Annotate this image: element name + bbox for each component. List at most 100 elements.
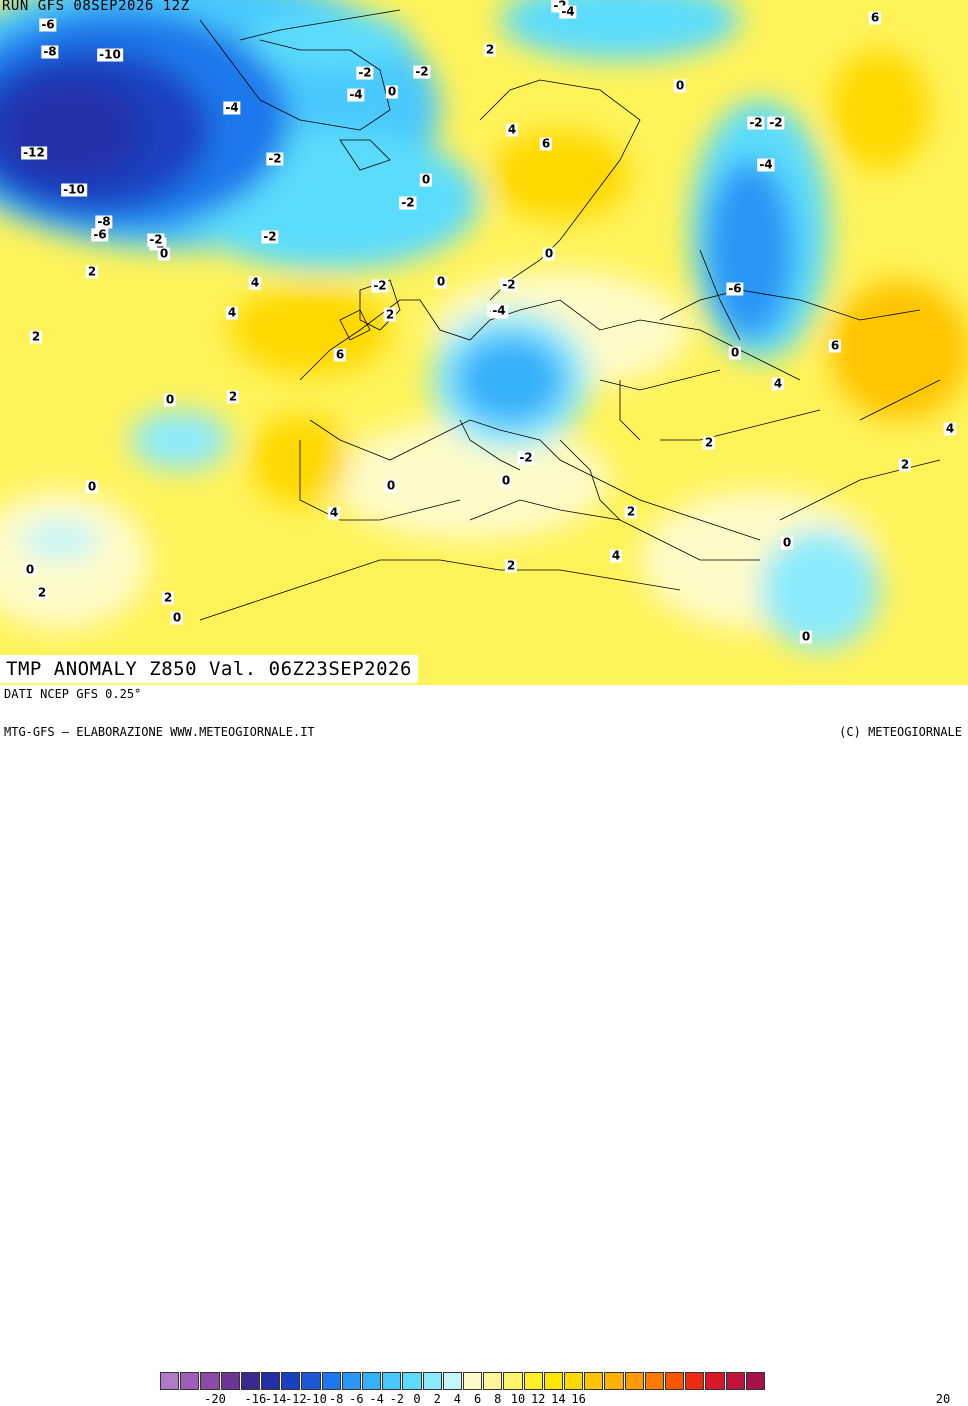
map-title: TMP ANOMALY Z850 Val. 06Z23SEP2026 [0,655,418,683]
isoline-label: -6 [726,281,744,296]
scale-swatch [725,1372,745,1390]
scale-swatch [483,1372,503,1390]
scale-tick-label: 10 [510,1392,526,1406]
scale-tick-label: -20 [204,1392,226,1406]
isoline-label: 2 [483,42,497,57]
scale-swatch [200,1372,220,1390]
isoline-label: 4 [327,505,341,520]
scale-tick-label: -12 [284,1392,307,1406]
isoline-label: -10 [97,47,123,62]
scale-swatch [665,1372,685,1390]
isoline-label: -6 [91,227,109,242]
isoline-label: -2 [147,232,165,247]
isoline-label: 6 [868,10,882,25]
anomaly-field [0,0,968,650]
isoline-label: -4 [490,303,508,318]
isoline-label: 0 [799,629,813,644]
isoline-label: 0 [385,84,399,99]
isoline-label: 0 [499,473,513,488]
scale-swatch [624,1372,644,1390]
isoline-label: 2 [383,307,397,322]
isoline-label: 0 [23,562,37,577]
scale-tick-label: 4 [453,1392,462,1406]
scale-swatch [402,1372,422,1390]
scale-tick-label: 12 [530,1392,546,1406]
scale-tick-label: -16 [244,1392,267,1406]
isoline-label: -2 [266,151,284,166]
map-area: RUN GFS 08SEP2026 12Z -6-8-10-12-10-8-6-… [0,0,968,685]
isoline-label: 0 [419,172,433,187]
scale-tick-label: 8 [494,1392,502,1406]
isoline-label: -8 [95,214,113,229]
isoline-label: -2 [261,229,279,244]
scale-tick-label: 14 [551,1392,566,1406]
footer: DATI NCEP GFS 0.25° -20 -16 -14 -12 -10 -8 -6-… [0,685,968,1406]
isoline-label: 0 [434,274,448,289]
isoline-label: 4 [771,376,785,391]
isoline-label: 2 [226,389,240,404]
scale-swatch [644,1372,664,1390]
isoline-label: 0 [542,246,556,261]
scale-tick-label: -6 [349,1392,364,1406]
anomaly-map [0,0,968,685]
scale-swatch [240,1372,260,1390]
scale-swatch [543,1372,563,1390]
scale-tick-label: -4 [369,1392,384,1406]
isoline-label: 0 [85,479,99,494]
scale-swatch [160,1372,180,1390]
isoline-label: -4 [559,4,577,19]
isoline-label: 2 [29,329,43,344]
isoline-label: 2 [702,435,716,450]
isoline-label: -2 [356,65,374,80]
scale-swatch [705,1372,725,1390]
scale-tick-label: -8 [328,1392,344,1406]
isoline-label: 2 [504,558,518,573]
scale-swatch [584,1372,604,1390]
scale-swatch [382,1372,402,1390]
isoline-label: -2 [399,195,417,210]
scale-swatch [463,1372,483,1390]
isoline-label: -12 [21,145,47,160]
scale-tick-label: 2 [433,1392,441,1406]
isoline-label: 0 [728,345,742,360]
run-label: RUN GFS 08SEP2026 12Z [2,0,190,14]
scale-swatch [362,1372,382,1390]
isoline-label: -2 [371,278,389,293]
scale-swatch [321,1372,341,1390]
scale-tick-label: -2 [389,1392,405,1406]
isoline-label: 0 [780,535,794,550]
scale-swatch [281,1372,301,1390]
isoline-label: -10 [61,182,87,197]
copyright-text: (C) METEOGIORNALE [839,725,962,739]
isoline-label: 2 [35,585,49,600]
isoline-label: -2 [413,64,431,79]
scale-swatch [301,1372,321,1390]
scale-tick-label: 6 [473,1392,482,1406]
isoline-label: 4 [248,275,262,290]
isoline-label: -4 [757,157,775,172]
scale-swatch [180,1372,200,1390]
scale-swatch [523,1372,543,1390]
isoline-label: -8 [41,44,59,59]
isoline-label: 0 [157,246,171,261]
data-source: DATI NCEP GFS 0.25° [4,687,142,701]
isoline-label: -2 [747,115,765,130]
isoline-label: 0 [170,610,184,625]
isoline-label: -4 [347,87,365,102]
isoline-label: 2 [85,264,99,279]
isoline-label: 4 [225,305,239,320]
scale-tick-label: 0 [413,1392,421,1406]
isoline-label: 4 [505,122,519,137]
scale-swatch [745,1372,765,1390]
isoline-label: -2 [767,115,785,130]
scale-swatch [442,1372,462,1390]
credit-text: MTG-GFS — ELABORAZIONE WWW.METEOGIORNALE… [4,725,315,739]
isoline-label: -2 [517,450,535,465]
scale-swatch [685,1372,705,1390]
isoline-label: 2 [898,457,912,472]
scale-tick-label: -10 [305,1392,327,1406]
isoline-label: 0 [673,78,687,93]
isoline-label: 2 [624,504,638,519]
scale-swatch [422,1372,442,1390]
isoline-label: 6 [539,136,553,151]
